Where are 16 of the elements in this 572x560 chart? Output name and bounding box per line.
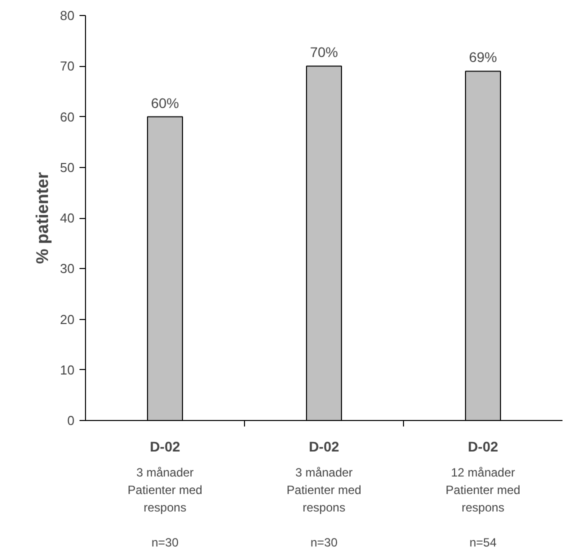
- y-tick-label: 10: [60, 362, 75, 378]
- y-tick-label: 50: [60, 160, 75, 175]
- y-tick-label: 60: [60, 109, 75, 124]
- y-tick-label: 70: [60, 58, 75, 74]
- data-label: 69%: [468, 49, 498, 66]
- y-tick-label: 80: [60, 8, 75, 23]
- category-label: D-02 12 månader Patienter med respons n=54: [446, 438, 520, 550]
- data-label: 60%: [150, 94, 180, 111]
- data-label: 70%: [310, 44, 338, 60]
- y-tick-label: 40: [60, 210, 75, 226]
- category-label: D-02 3 månader Patienter med respons n=30: [128, 438, 202, 550]
- y-axis-title: % patienter: [33, 172, 52, 264]
- y-tick-label: 30: [60, 261, 75, 276]
- category-label: D-02 3 månader Patienter med respons n=30: [286, 438, 362, 550]
- y-tick-label: 0: [67, 413, 75, 428]
- y-tick-label: 20: [60, 312, 75, 327]
